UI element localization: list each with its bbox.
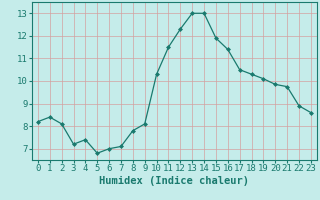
X-axis label: Humidex (Indice chaleur): Humidex (Indice chaleur) (100, 176, 249, 186)
